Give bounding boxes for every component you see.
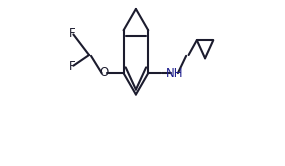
Text: F: F	[68, 27, 75, 40]
Text: F: F	[68, 60, 75, 73]
Text: NH: NH	[166, 67, 183, 80]
Text: O: O	[99, 66, 108, 79]
